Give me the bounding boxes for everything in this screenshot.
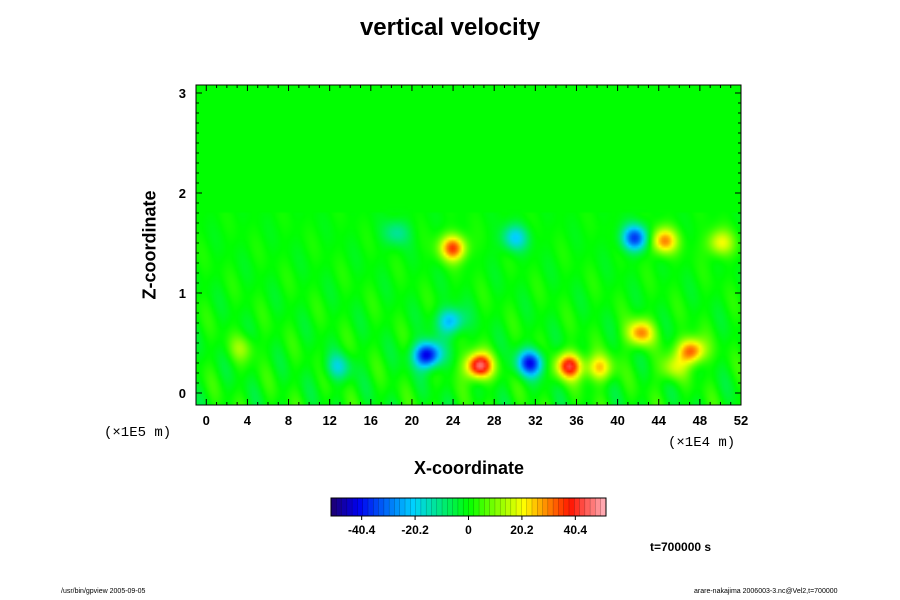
- colorbar-cell: [521, 498, 527, 516]
- colorbar-cell: [547, 498, 554, 516]
- colorbar-cell: [341, 498, 348, 516]
- y-tick-label: 2: [179, 186, 186, 201]
- colorbar-cells: [331, 498, 607, 516]
- colorbar-cell: [452, 498, 459, 516]
- colorbar-cell: [484, 498, 490, 516]
- colorbar-cell: [362, 498, 369, 516]
- colorbar-tick-label: -40.4: [348, 523, 376, 537]
- colorbar-cell: [383, 498, 390, 516]
- colorbar-cell: [346, 498, 353, 516]
- colorbar-cell: [336, 498, 342, 516]
- colorbar-cell: [558, 498, 564, 516]
- colorbar-cell: [468, 498, 475, 516]
- x-tick-label: 0: [203, 413, 210, 428]
- colorbar-cell: [553, 498, 559, 516]
- colorbar-cell: [357, 498, 364, 516]
- colorbar-cell: [579, 498, 586, 516]
- colorbar-cell: [500, 498, 506, 516]
- chart-title: vertical velocity: [359, 14, 541, 41]
- y-scale-factor: (×1E5 m): [104, 425, 172, 441]
- y-tick-label: 1: [179, 286, 186, 301]
- colorbar-tick-label: 40.4: [564, 523, 588, 537]
- colorbar-cell: [516, 498, 522, 516]
- colorbar-cell: [368, 498, 374, 516]
- x-tick-label: 40: [610, 413, 624, 428]
- colorbar-tick-label: -20.2: [401, 523, 429, 537]
- colorbar-cell: [479, 498, 485, 516]
- colorbar-cell: [399, 498, 406, 516]
- time-label: t=700000 s: [650, 540, 712, 554]
- velocity-field: [196, 85, 741, 405]
- colorbar-cell: [574, 498, 580, 516]
- colorbar-cell: [463, 498, 469, 516]
- colorbar-cell: [373, 498, 379, 516]
- x-axis-label: X-coordinate: [413, 458, 524, 478]
- x-tick-label: 8: [285, 413, 292, 428]
- x-tick-label: 12: [322, 413, 336, 428]
- colorbar-cell: [590, 498, 596, 516]
- colorbar-cell: [568, 498, 575, 516]
- colorbar-cell: [447, 498, 453, 516]
- colorbar-cell: [420, 498, 427, 516]
- colorbar-cell: [378, 498, 385, 516]
- colorbar-tick-label: 0: [465, 523, 472, 537]
- x-tick-label: 32: [528, 413, 542, 428]
- x-tick-label: 4: [244, 413, 252, 428]
- colorbar-cell: [331, 498, 337, 516]
- footer-left: /usr/bin/gpview 2005-09-05: [61, 588, 146, 595]
- x-tick-label: 16: [364, 413, 378, 428]
- colorbar-cell: [584, 498, 591, 516]
- colorbar-cell: [426, 498, 432, 516]
- colorbar-cell: [563, 498, 570, 516]
- x-tick-label: 36: [569, 413, 583, 428]
- x-tick-label: 48: [693, 413, 707, 428]
- colorbar-ticks: -40.4 -20.2 0 20.2 40.4: [348, 516, 587, 537]
- x-tick-label: 20: [405, 413, 419, 428]
- y-tick-label: 3: [179, 86, 186, 101]
- x-tick-label: 44: [652, 413, 667, 428]
- plot-frame: [195, 84, 742, 406]
- colorbar-cell: [352, 498, 358, 516]
- x-tick-label: 28: [487, 413, 501, 428]
- colorbar-tick-label: 20.2: [510, 523, 534, 537]
- colorbar-cell: [405, 498, 411, 516]
- colorbar-cell: [436, 498, 443, 516]
- colorbar-cell: [442, 498, 448, 516]
- colorbar-cell: [531, 498, 538, 516]
- colorbar-cell: [510, 498, 517, 516]
- colorbar-cell: [394, 498, 401, 516]
- footer-right: arare-nakajima 2006003-3.nc@Vel2,t=70000…: [694, 588, 838, 595]
- x-tick-label: 24: [446, 413, 461, 428]
- colorbar-cell: [542, 498, 549, 516]
- colorbar-cell: [595, 498, 602, 516]
- colorbar-cell: [489, 498, 496, 516]
- colorbar-cell: [473, 498, 480, 516]
- colorbar-cell: [389, 498, 395, 516]
- colorbar-cell: [410, 498, 416, 516]
- y-tick-label: 0: [179, 386, 186, 401]
- colorbar-cell: [537, 498, 543, 516]
- x-scale-factor: (×1E4 m): [668, 435, 736, 451]
- colorbar-cell: [505, 498, 512, 516]
- colorbar-cell: [526, 498, 533, 516]
- colorbar-cell: [415, 498, 422, 516]
- colorbar-cell: [431, 498, 438, 516]
- colorbar-cell: [494, 498, 501, 516]
- colorbar-cell: [457, 498, 464, 516]
- colorbar-cell: [600, 498, 607, 516]
- x-tick-label: 52: [734, 413, 748, 428]
